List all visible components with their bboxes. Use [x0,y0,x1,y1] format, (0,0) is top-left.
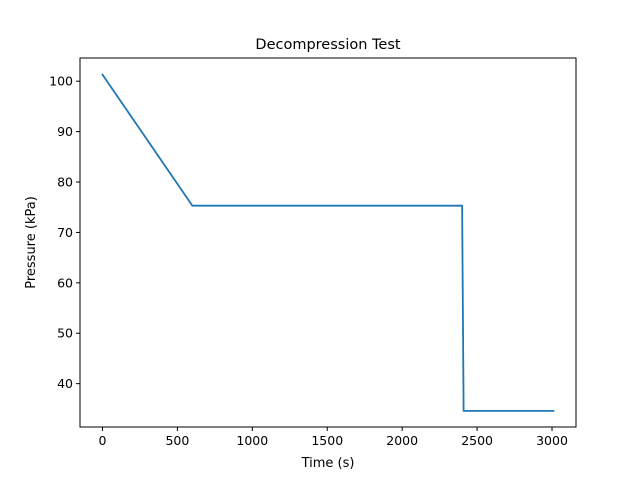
y-tick-label: 100 [49,74,73,89]
x-tick-label: 500 [165,433,189,448]
x-tick-label: 2000 [386,433,418,448]
x-axis-label: Time (s) [301,456,355,471]
chart-title: Decompression Test [255,37,400,53]
y-tick-label: 90 [57,124,73,139]
pressure-series-line [101,73,555,412]
plot-frame [79,57,577,428]
y-axis-label: Pressure (kPa) [24,196,39,289]
y-tick-label: 40 [57,376,73,391]
series-layer [101,73,555,412]
x-axis: 0 500 1000 1500 2000 2500 3000 [99,427,568,448]
x-tick-label: 3000 [536,433,568,448]
y-tick-label: 60 [57,275,73,290]
y-axis: 40 50 60 70 80 90 100 [49,74,80,391]
x-tick-label: 0 [99,433,107,448]
x-tick-label: 1000 [236,433,268,448]
x-tick-label: 2500 [461,433,493,448]
y-tick-label: 70 [57,225,73,240]
y-tick-label: 80 [57,175,73,190]
y-tick-label: 50 [57,326,73,341]
x-tick-label: 1500 [311,433,343,448]
